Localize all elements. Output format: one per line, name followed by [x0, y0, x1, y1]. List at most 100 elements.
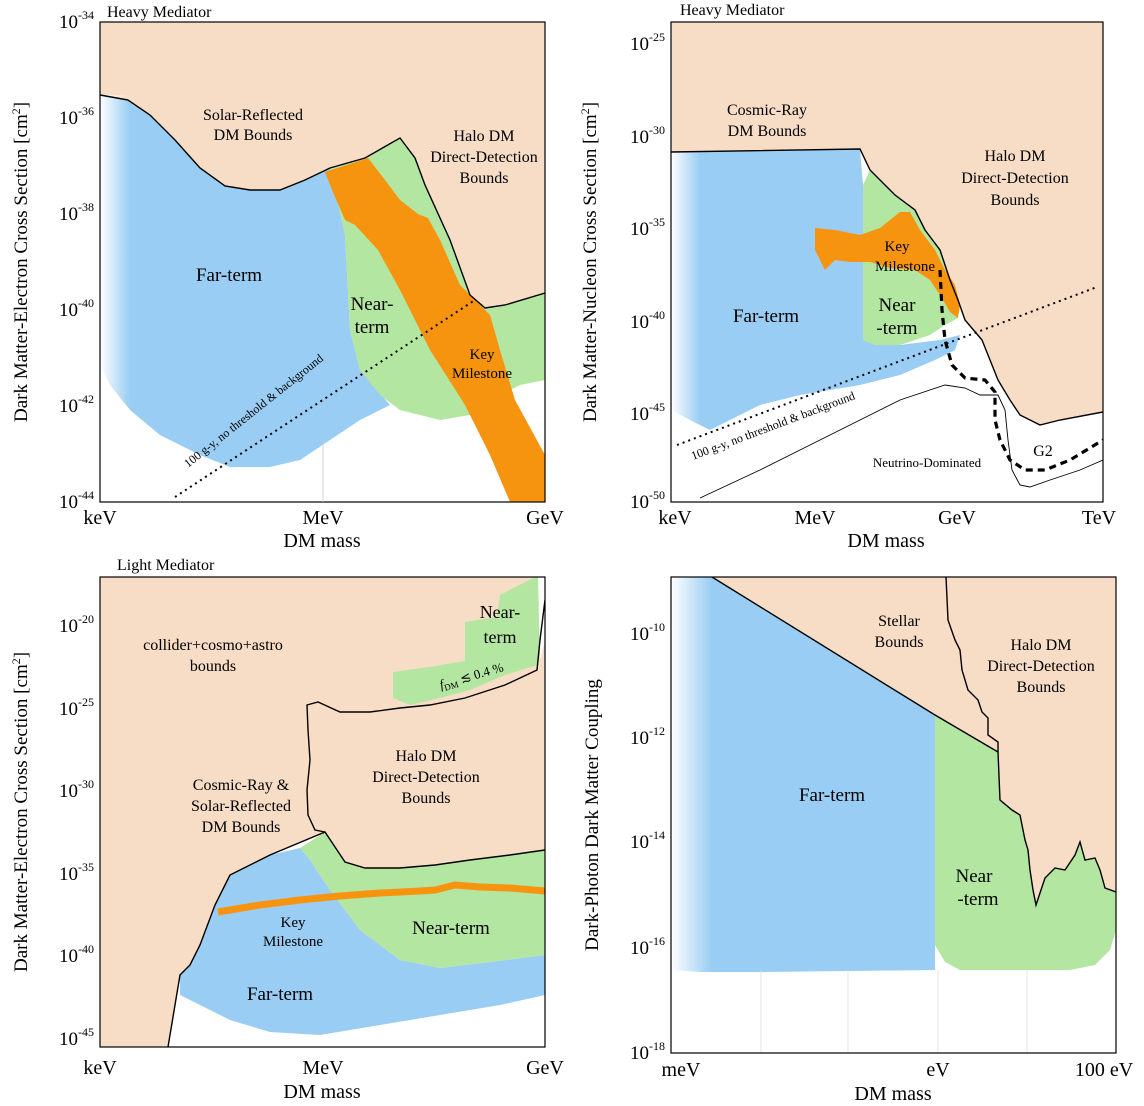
p3-x-tick-label: MeV [302, 1057, 344, 1079]
p3-near-small-label-2: term [484, 627, 517, 647]
p3-halo-label-1: Halo DM [396, 748, 457, 765]
p2-far-term-label: Far-term [733, 306, 799, 327]
p2-halo-label-1: Halo DM [985, 148, 1046, 165]
p4-x-tick-label: meV [662, 1059, 701, 1081]
p2-cr-label-1: Cosmic-Ray [727, 102, 807, 119]
p3-y-tick-label: 10-40 [59, 942, 94, 967]
p3-key-milestone-band [217, 881, 545, 916]
p1-ylabel: Dark Matter-Electron Cross Section [cm2] [9, 102, 32, 422]
p2-g2-dashed-line [938, 269, 1103, 472]
p4-x-ticks: meV eV 100 eV [662, 1059, 1134, 1081]
p4-halo-label-2: Direct-Detection [987, 658, 1095, 675]
p2-x-ticks: keV MeV GeV TeV [658, 507, 1116, 529]
p4-region-far-term [671, 577, 940, 972]
panel-light-mediator-electron: Light Mediator collider+cosmo+astro boun… [9, 557, 564, 1103]
p3-halo-label-3: Bounds [402, 790, 451, 807]
p4-y-tick-label: 10-18 [630, 1039, 665, 1064]
p3-cr-label-3: DM Bounds [202, 819, 281, 836]
p2-x-tick-label: MeV [794, 507, 836, 529]
p3-far-term-label: Far-term [247, 984, 313, 1005]
p3-y-ticks: 10-20 10-25 10-30 10-35 10-40 10-45 [59, 612, 94, 1050]
p3-region-near-term [300, 832, 545, 968]
p2-cr-label-2: DM Bounds [728, 123, 807, 140]
p1-near-term-label-2: term [355, 317, 390, 338]
p2-x-tick-label: TeV [1082, 507, 1117, 529]
p4-halo-label-3: Bounds [1017, 679, 1066, 696]
p1-y-tick-label: 10-42 [59, 392, 94, 417]
p1-x-tick-label: GeV [526, 507, 564, 529]
p4-near-term-label-1: Near [956, 866, 994, 887]
p4-bound-line-stellar [711, 577, 999, 753]
p1-bound-line [100, 94, 545, 309]
p2-halo-label-3: Bounds [991, 192, 1040, 209]
p3-y-tick-label: 10-35 [59, 860, 94, 885]
p4-y-ticks: 10-10 10-12 10-14 10-16 10-18 [630, 620, 665, 1064]
p1-near-term-label-1: Near- [351, 294, 394, 315]
p1-far-term-label: Far-term [196, 265, 262, 286]
p1-frame [99, 21, 546, 503]
p2-y-tick-label: 10-35 [630, 215, 665, 240]
p2-region-far-term [671, 149, 960, 430]
p4-gridlines [760, 970, 1028, 1053]
p4-ylabel: Dark-Photon Dark Matter Coupling [582, 679, 603, 951]
p1-y-tick-label: 10-40 [59, 296, 94, 321]
p3-region-near-term-small [393, 577, 545, 705]
p1-halo-label-3: Bounds [460, 170, 509, 187]
p4-bound-line-halo [945, 577, 1116, 908]
p1-solar-label-2: DM Bounds [214, 127, 293, 144]
p3-cr-label-1: Cosmic-Ray & [193, 777, 290, 794]
p1-y-ticks: 10-34 10-36 10-38 10-40 10-42 10-44 [59, 8, 94, 513]
p1-y-tick-label: 10-34 [59, 8, 94, 33]
p3-x-ticks: keV MeV GeV [83, 1057, 564, 1079]
p4-near-term-label-2: -term [957, 889, 998, 910]
p3-title: Light Mediator [117, 557, 215, 574]
p1-x-ticks: keV MeV GeV [83, 507, 564, 529]
p3-coll-label-2: bounds [190, 658, 236, 675]
p2-x-tick-label: keV [658, 507, 692, 529]
p1-key-label-1: Key [470, 347, 495, 363]
p4-y-tick-label: 10-14 [630, 828, 665, 853]
p4-y-tick-label: 10-16 [630, 934, 665, 959]
p3-region-far-term [180, 848, 545, 1035]
panel-dark-photon: Stellar Bounds Halo DM Direct-Detection … [582, 576, 1134, 1105]
p4-y-tick-label: 10-12 [630, 724, 665, 749]
p2-neutrino-line [699, 384, 1103, 499]
p4-x-tick-label: 100 eV [1075, 1059, 1134, 1081]
p2-neutrino-label: Neutrino-Dominated [873, 455, 982, 470]
p3-y-tick-label: 10-20 [59, 612, 94, 637]
p3-x-tick-label: keV [83, 1057, 117, 1079]
p2-y-ticks: 10-25 10-30 10-35 10-40 10-45 10-50 [630, 30, 665, 513]
p3-x-tick-label: GeV [526, 1057, 564, 1079]
p1-halo-label-1: Halo DM [454, 128, 515, 145]
p2-dotted-line [676, 286, 1098, 446]
p4-xlabel: DM mass [854, 1083, 931, 1105]
p1-y-tick-label: 10-38 [59, 200, 94, 225]
p4-frame [670, 576, 1117, 1054]
p3-key-label-2: Milestone [263, 934, 323, 950]
p2-y-tick-label: 10-40 [630, 308, 665, 333]
p4-stellar-label-1: Stellar [878, 613, 920, 630]
p3-frame [99, 576, 546, 1048]
p1-halo-label-2: Direct-Detection [430, 149, 538, 166]
p3-near-term-label: Near-term [412, 918, 490, 939]
p1-solar-label-1: Solar-Reflected [203, 107, 303, 124]
p3-y-tick-label: 10-30 [59, 777, 94, 802]
p1-title: Heavy Mediator [107, 4, 212, 21]
p2-title: Heavy Mediator [680, 2, 785, 19]
p2-halo-label-2: Direct-Detection [961, 170, 1069, 187]
p2-key-label-1: Key [885, 239, 910, 255]
p1-y-tick-label: 10-44 [59, 488, 94, 513]
p2-frame [670, 21, 1104, 503]
p3-ylabel: Dark Matter-Electron Cross Section [cm2] [9, 652, 32, 972]
p2-y-tick-label: 10-25 [630, 30, 665, 55]
p4-halo-label-1: Halo DM [1011, 637, 1072, 654]
p4-region-white-fade [671, 577, 712, 972]
p1-region-far-term [100, 95, 390, 467]
p2-y-tick-label: 10-30 [630, 123, 665, 148]
p2-ylabel: Dark Matter-Nucleon Cross Section [cm2] [578, 102, 601, 422]
p4-far-term-label: Far-term [799, 785, 865, 806]
p3-key-label-1: Key [281, 915, 306, 931]
p1-x-tick-label: MeV [302, 507, 344, 529]
p4-x-tick-label: eV [926, 1059, 950, 1081]
